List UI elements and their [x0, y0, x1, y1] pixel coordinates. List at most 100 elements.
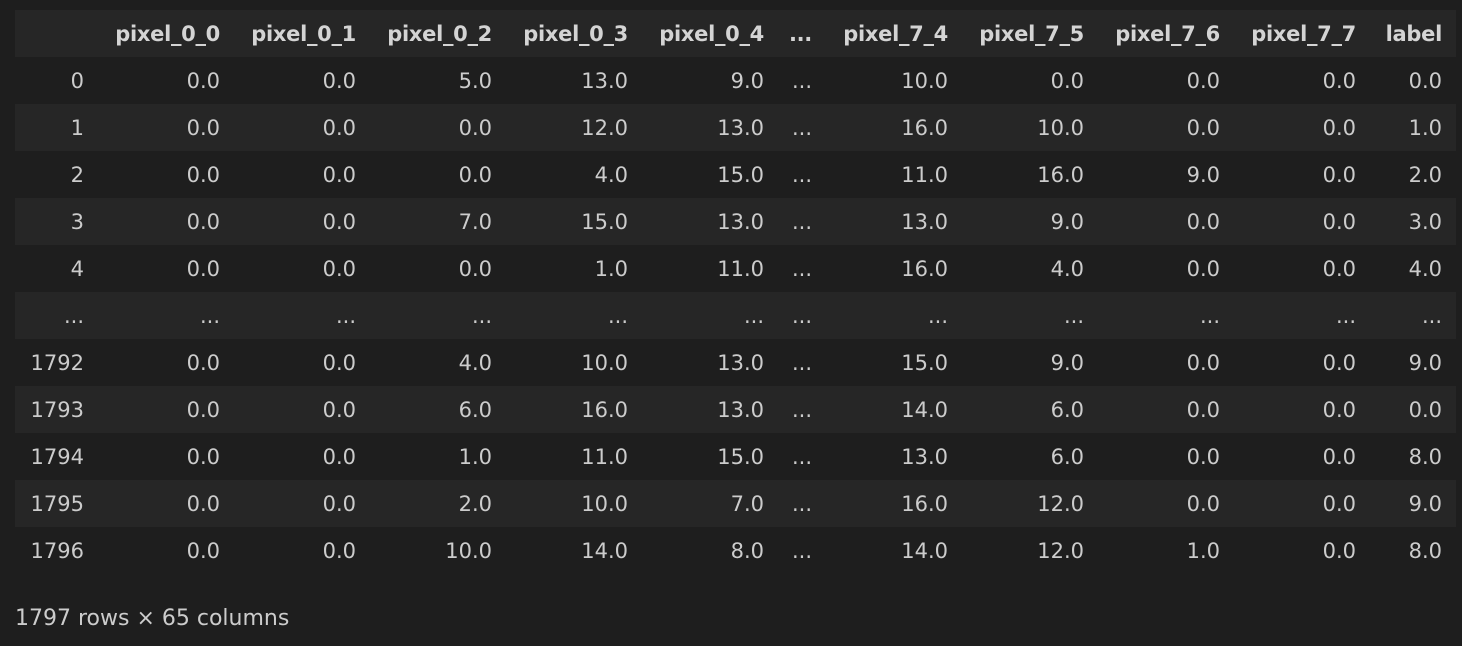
table-cell: 4.0 — [1408, 256, 1442, 281]
table-row-ellipsis: .................................... — [15, 292, 1456, 339]
table-cell: ... — [791, 303, 812, 328]
table-cell: ... — [1063, 303, 1084, 328]
table-cell: 15.0 — [717, 162, 764, 187]
table-cell: 11.0 — [901, 162, 948, 187]
table-cell: 0.0 — [186, 68, 220, 93]
column-header: pixel_7_7 — [1251, 21, 1356, 46]
column-header: pixel_7_4 — [843, 21, 948, 46]
dataframe-output: pixel_0_0 pixel_0_1 pixel_0_2 pixel_0_3 pixe… — [15, 10, 1456, 574]
table-cell: 13.0 — [717, 209, 764, 234]
table-cell: 8.0 — [730, 538, 764, 563]
table-cell: 14.0 — [901, 538, 948, 563]
table-cell: 0.0 — [1408, 397, 1442, 422]
table-cell: 15.0 — [717, 444, 764, 469]
table-row: 1793 0.0 0.0 6.0 16.0 13.0... 14.0 6.0 0.0 0.0 0.0 — [15, 386, 1456, 433]
table-cell: 0.0 — [458, 256, 492, 281]
table-cell: ... — [791, 209, 812, 234]
table-cell: 13.0 — [581, 68, 628, 93]
column-header: pixel_7_5 — [979, 21, 1084, 46]
table-cell: 8.0 — [1408, 538, 1442, 563]
table-cell: ... — [791, 491, 812, 516]
table-cell: 0.0 — [322, 538, 356, 563]
table-cell: 0.0 — [322, 68, 356, 93]
table-cell: ... — [199, 303, 220, 328]
table-row: 1 0.0 0.0 0.0 12.0 13.0... 16.0 10.0 0.0 0.0 1.0 — [15, 104, 1456, 151]
table-cell: 1.0 — [458, 444, 492, 469]
table-cell: 0.0 — [1186, 444, 1220, 469]
table-cell: ... — [791, 538, 812, 563]
table-cell: 0.0 — [186, 115, 220, 140]
table-row: 1792 0.0 0.0 4.0 10.0 13.0... 15.0 9.0 0.0 0.0 9.0 — [15, 339, 1456, 386]
table-cell: 0.0 — [1186, 115, 1220, 140]
table-cell: 8.0 — [1408, 444, 1442, 469]
table-cell: ... — [791, 397, 812, 422]
table-cell: 6.0 — [458, 397, 492, 422]
table-cell: 9.0 — [1050, 209, 1084, 234]
table-cell: ... — [791, 68, 812, 93]
table-cell: 1.0 — [1186, 538, 1220, 563]
table-cell: ... — [471, 303, 492, 328]
table-row: 4 0.0 0.0 0.0 1.0 11.0... 16.0 4.0 0.0 0.0 4.0 — [15, 245, 1456, 292]
table-cell: 9.0 — [1408, 350, 1442, 375]
table-cell: ... — [791, 350, 812, 375]
dataframe-shape-note: 1797 rows × 65 columns — [15, 606, 290, 631]
row-index: 2 — [70, 162, 84, 187]
table-cell: 0.0 — [1186, 397, 1220, 422]
table-cell: 4.0 — [458, 350, 492, 375]
table-cell: 0.0 — [186, 162, 220, 187]
table-cell: ... — [791, 444, 812, 469]
table-cell: 0.0 — [1322, 444, 1356, 469]
table-cell: ... — [927, 303, 948, 328]
table-cell: 0.0 — [186, 397, 220, 422]
row-index: 1796 — [30, 538, 84, 563]
table-cell: 5.0 — [458, 68, 492, 93]
table-cell: 6.0 — [1050, 397, 1084, 422]
table-cell: 15.0 — [581, 209, 628, 234]
table-cell: 12.0 — [1037, 538, 1084, 563]
table-cell: 13.0 — [717, 115, 764, 140]
table-cell: 16.0 — [1037, 162, 1084, 187]
column-header: pixel_0_0 — [115, 21, 220, 46]
table-cell: 12.0 — [1037, 491, 1084, 516]
table-cell: 0.0 — [1186, 350, 1220, 375]
table-cell: 0.0 — [1322, 397, 1356, 422]
table-cell: ... — [743, 303, 764, 328]
table-cell: 0.0 — [322, 256, 356, 281]
table-cell: 0.0 — [322, 115, 356, 140]
table-cell: ... — [791, 256, 812, 281]
table-cell: 0.0 — [186, 444, 220, 469]
table-cell: 0.0 — [1322, 256, 1356, 281]
table-body: 0 0.0 0.0 5.0 13.0 9.0... 10.0 0.0 0.0 0.0 0.0 1 0.0… — [15, 57, 1456, 574]
table-cell: 2.0 — [458, 491, 492, 516]
table-cell: 4.0 — [1050, 256, 1084, 281]
table-cell: 0.0 — [322, 162, 356, 187]
table-cell: 9.0 — [730, 68, 764, 93]
column-header: pixel_7_6 — [1115, 21, 1220, 46]
column-header: pixel_0_3 — [523, 21, 628, 46]
table-cell: 1.0 — [594, 256, 628, 281]
table-cell: 3.0 — [1408, 209, 1442, 234]
table-row: 1794 0.0 0.0 1.0 11.0 15.0... 13.0 6.0 0.0 0.0 8.0 — [15, 433, 1456, 480]
table-cell: 11.0 — [581, 444, 628, 469]
table-cell: 7.0 — [730, 491, 764, 516]
table-cell: 13.0 — [717, 397, 764, 422]
column-header: pixel_0_1 — [251, 21, 356, 46]
table-cell: 9.0 — [1050, 350, 1084, 375]
row-index: 0 — [70, 68, 84, 93]
table-cell: 13.0 — [901, 444, 948, 469]
column-header: label — [1385, 21, 1443, 46]
table-cell: 0.0 — [458, 162, 492, 187]
table-cell: 0.0 — [186, 209, 220, 234]
table-cell: 7.0 — [458, 209, 492, 234]
table-cell: 0.0 — [1322, 209, 1356, 234]
table-cell: 15.0 — [901, 350, 948, 375]
table-cell: ... — [1335, 303, 1356, 328]
table-cell: 9.0 — [1408, 491, 1442, 516]
table-row: 1796 0.0 0.0 10.0 14.0 8.0... 14.0 12.0 1.0 0.0 8.… — [15, 527, 1456, 574]
table-cell: 10.0 — [581, 491, 628, 516]
row-index: 1793 — [30, 397, 84, 422]
column-header: pixel_0_4 — [659, 21, 764, 46]
table-row: 3 0.0 0.0 7.0 15.0 13.0... 13.0 9.0 0.0 0.0 3.0 — [15, 198, 1456, 245]
table-cell: 4.0 — [594, 162, 628, 187]
table-cell: ... — [1199, 303, 1220, 328]
